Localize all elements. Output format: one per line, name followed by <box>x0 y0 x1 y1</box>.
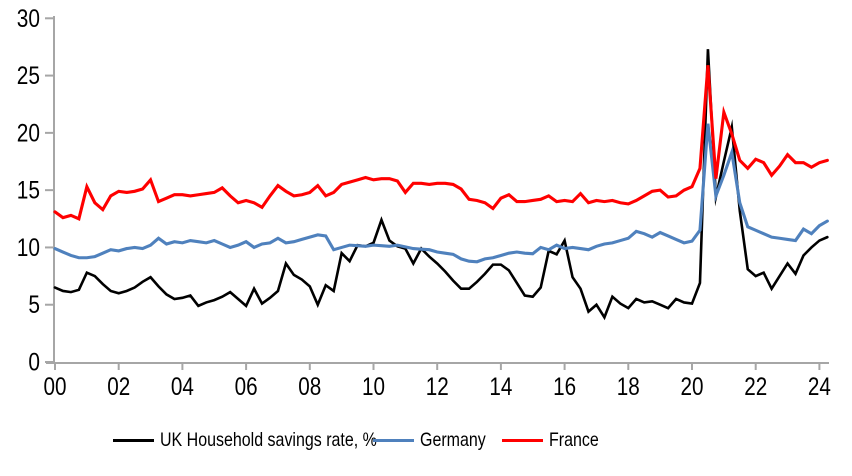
legend-label-uk: UK Household savings rate, % <box>160 428 377 451</box>
x-tick-label: 12 <box>426 373 449 401</box>
legend-label-germany: Germany <box>420 428 486 451</box>
x-tick-label: 06 <box>235 373 258 401</box>
x-tick-label: 10 <box>362 373 385 401</box>
x-tick-label: 24 <box>808 373 831 401</box>
legend-swatch-france <box>502 438 543 442</box>
y-tick-label: 0 <box>28 349 40 377</box>
savings-rate-line-chart: 0 5 10 15 20 25 30 00 02 04 06 08 10 12 14 16 18 20 22 24 <box>17 5 831 401</box>
x-tick-label: 00 <box>44 373 67 401</box>
y-tick-label: 10 <box>17 234 40 262</box>
x-tick-label: 02 <box>107 373 130 401</box>
y-tick-label: 20 <box>17 119 40 147</box>
x-tick-label: 16 <box>553 373 576 401</box>
x-tick-label: 18 <box>617 373 640 401</box>
legend-label-france: France <box>549 428 599 451</box>
y-tick-label: 30 <box>17 5 40 33</box>
legend-swatch-uk <box>113 438 154 442</box>
y-tick-label: 25 <box>17 62 40 90</box>
chart-legend: UK Household savings rate, % Germany Fra… <box>0 428 852 458</box>
y-tick-label: 5 <box>28 291 40 319</box>
x-tick-label: 20 <box>681 373 704 401</box>
series-line-france <box>53 65 829 221</box>
x-tick-label: 08 <box>298 373 321 401</box>
legend-swatch-germany <box>373 438 414 442</box>
legend-item-uk: UK Household savings rate, % <box>113 428 424 452</box>
series-line-germany <box>53 123 829 264</box>
legend-item-france: France <box>502 428 610 452</box>
x-tick-label: 14 <box>489 373 512 401</box>
x-tick-label: 22 <box>744 373 767 401</box>
y-tick-label: 15 <box>17 177 40 205</box>
legend-item-germany: Germany <box>373 428 500 452</box>
x-tick-label: 04 <box>171 373 194 401</box>
series-line-uk-household-savings-rate <box>53 49 829 321</box>
